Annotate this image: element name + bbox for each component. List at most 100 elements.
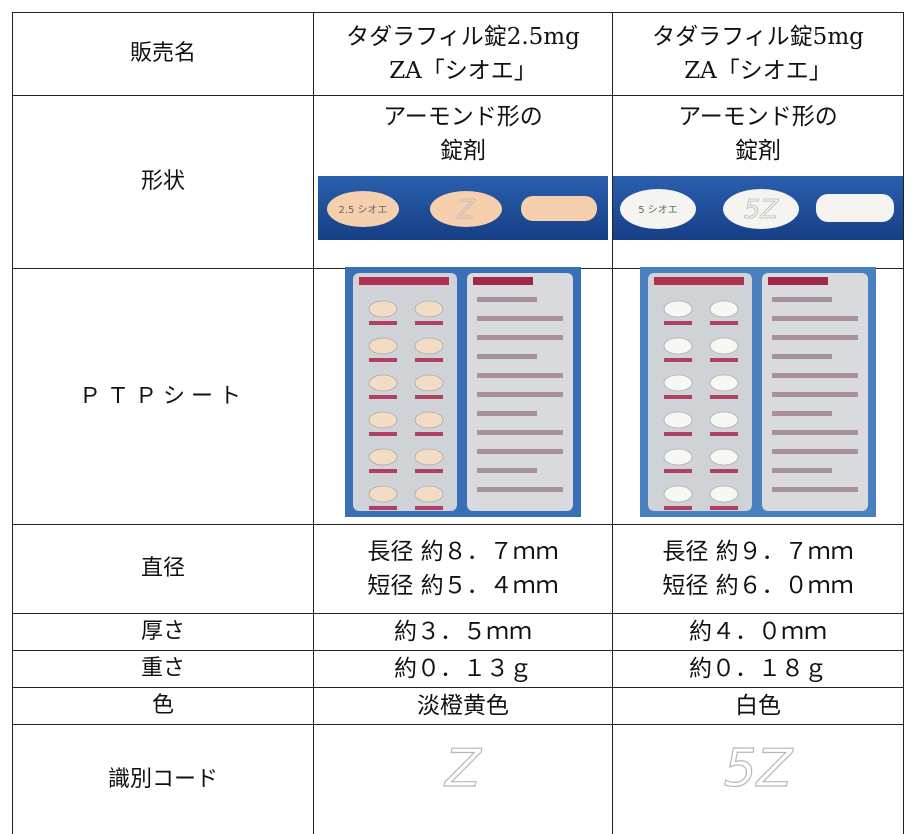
tablet-back <box>430 191 502 227</box>
cell-text: 淡橙黄色 <box>417 693 509 719</box>
ptp-blister <box>368 374 398 391</box>
tablet-image: 2.5 シオエ Z <box>318 176 608 250</box>
cell-text: タダラフィル錠5mg <box>652 24 864 50</box>
ptp-print <box>710 357 738 362</box>
cell-text: 白色 <box>735 693 781 719</box>
ptp-print <box>415 394 443 399</box>
ptp-print <box>664 468 692 473</box>
value-cell: アーモンド形の 錠剤 2.5 シオエ Z <box>313 95 612 268</box>
ptp-print <box>477 353 537 359</box>
value-cell: 5Z <box>612 724 904 834</box>
ptp-blister <box>414 411 444 428</box>
value-cell: 約３．５ｍｍ <box>313 613 612 650</box>
ptp-print <box>664 431 692 436</box>
value-cell: タダラフィル錠5mg ZA「シオエ」 <box>612 12 904 95</box>
row-label-cell: 重さ <box>12 650 313 687</box>
cell-text: 約０．１３ｇ <box>394 656 532 682</box>
row-label: ＰＴＰシート <box>78 383 247 409</box>
tablet-side <box>521 196 597 221</box>
ptp-blister <box>368 411 398 428</box>
row-label: 形状 <box>140 169 185 194</box>
ptp-print <box>477 467 537 473</box>
ptp-print <box>772 448 858 454</box>
ptp-blister <box>414 485 444 502</box>
value-cell: 長径 約８．７ｍｍ 短径 約５．４ｍｍ <box>313 524 612 613</box>
ptp-print <box>477 391 563 397</box>
ptp-photo <box>345 266 581 517</box>
tablet-photo: 2.5 シオエ Z <box>318 176 608 240</box>
ptp-blister <box>414 448 444 465</box>
ptp-print <box>369 505 397 510</box>
ptp-print <box>477 372 563 378</box>
ptp-print <box>369 431 397 436</box>
value-cell: Z <box>313 724 612 834</box>
cell-text: 短径 約６．０ｍｍ <box>662 573 854 599</box>
value-cell: 白色 <box>612 687 904 724</box>
tablet-imprint: 5 シオエ <box>638 204 678 216</box>
ptp-print <box>772 486 858 492</box>
ptp-print <box>415 431 443 436</box>
cell-text: 長径 約８．７ｍｍ <box>367 539 559 565</box>
ptp-brand <box>768 276 828 285</box>
ptp-brand <box>359 276 449 285</box>
cell-text: 長径 約９．７ｍｍ <box>662 539 854 565</box>
value-cell <box>612 266 904 524</box>
row-label-cell: 形状 <box>12 95 313 268</box>
ptp-print <box>415 505 443 510</box>
ptp-blister <box>709 448 739 465</box>
ptp-print <box>664 320 692 325</box>
ptp-print <box>477 429 563 435</box>
tablet-photo: 5 シオエ 5Z <box>613 176 903 240</box>
ptp-blister <box>663 374 693 391</box>
ptp-blister <box>709 374 739 391</box>
ptp-print <box>477 486 563 492</box>
ptp-image <box>345 266 581 527</box>
identification-code: 5Z <box>723 738 793 799</box>
ptp-brand <box>473 276 533 285</box>
ptp-print <box>772 372 858 378</box>
value-cell: アーモンド形の 錠剤 5 シオエ 5Z <box>612 95 904 268</box>
ptp-print <box>415 468 443 473</box>
ptp-print <box>477 296 537 302</box>
ptp-print <box>772 315 858 321</box>
row-label: 厚さ <box>140 619 185 644</box>
cell-text: 約３．５ｍｍ <box>394 619 532 645</box>
value-cell: 約０．１３ｇ <box>313 650 612 687</box>
cell-text: タダラフィル錠2.5mg <box>346 24 580 50</box>
tablet-front <box>327 191 399 227</box>
ptp-print <box>710 431 738 436</box>
ptp-print <box>369 394 397 399</box>
ptp-print <box>369 357 397 362</box>
value-cell: 約０．１８ｇ <box>612 650 904 687</box>
tablet-front <box>620 189 696 229</box>
ptp-print <box>369 468 397 473</box>
row-label: 色 <box>151 693 174 718</box>
cell-text: ZA「シオエ」 <box>389 58 537 84</box>
ptp-blister <box>663 485 693 502</box>
tablet-code: Z <box>456 195 476 225</box>
ptp-print <box>664 357 692 362</box>
ptp-blister <box>663 411 693 428</box>
ptp-print <box>710 468 738 473</box>
value-cell: 長径 約９．７ｍｍ 短径 約６．０ｍｍ <box>612 524 904 613</box>
ptp-print <box>710 505 738 510</box>
ptp-print <box>477 410 537 416</box>
ptp-blister <box>709 411 739 428</box>
ptp-photo <box>640 266 876 517</box>
ptp-print <box>415 320 443 325</box>
row-label: 識別コード <box>107 766 218 792</box>
row-label-cell: 販売名 <box>12 12 313 95</box>
ptp-blister <box>414 337 444 354</box>
cell-text: アーモンド形の <box>383 104 543 130</box>
ptp-blister <box>709 337 739 354</box>
ptp-blister <box>663 448 693 465</box>
cell-text: アーモンド形の <box>678 104 838 130</box>
ptp-print <box>772 296 832 302</box>
value-cell: 約４．０ｍｍ <box>612 613 904 650</box>
ptp-print <box>772 410 832 416</box>
ptp-print <box>772 391 858 397</box>
tablet-code: 5Z <box>744 195 780 225</box>
ptp-blister <box>709 485 739 502</box>
row-label-cell: 識別コード <box>12 724 313 834</box>
cell-text: ZA「シオエ」 <box>684 58 832 84</box>
